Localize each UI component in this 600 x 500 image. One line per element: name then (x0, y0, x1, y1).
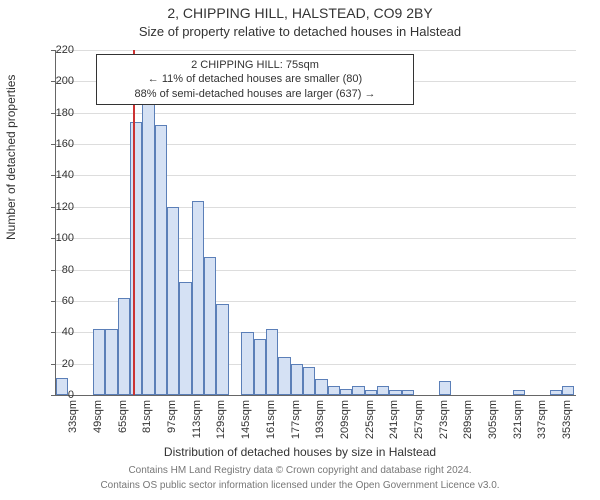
y-tick-label: 140 (44, 169, 74, 181)
annotation-line-2: ← 11% of detached houses are smaller (80… (105, 72, 405, 86)
y-tick-label: 180 (44, 107, 74, 119)
histogram-bar (204, 257, 216, 395)
histogram-bar (402, 390, 414, 395)
x-tick-label: 193sqm (314, 400, 326, 448)
histogram-bar (328, 386, 340, 395)
histogram-bar (266, 329, 278, 395)
histogram-bar (216, 304, 228, 395)
histogram-bar (155, 125, 167, 395)
x-tick-label: 337sqm (536, 400, 548, 448)
histogram-bar (192, 201, 204, 395)
x-tick-label: 289sqm (462, 400, 474, 448)
chart-title: 2, CHIPPING HILL, HALSTEAD, CO9 2BY (0, 5, 600, 21)
histogram-bar (254, 339, 266, 395)
annotation-box: 2 CHIPPING HILL: 75sqm ← 11% of detached… (96, 54, 414, 105)
histogram-bar (179, 282, 191, 395)
histogram-bar (562, 386, 574, 395)
footer-copyright-2: Contains OS public sector information li… (0, 480, 600, 491)
histogram-bar (340, 389, 352, 395)
x-tick-label: 145sqm (240, 400, 252, 448)
chart-subtitle: Size of property relative to detached ho… (0, 24, 600, 39)
histogram-bar (303, 367, 315, 395)
y-tick-label: 200 (44, 75, 74, 87)
y-axis-label: Number of detached properties (4, 75, 18, 240)
x-tick-label: 257sqm (413, 400, 425, 448)
y-tick-label: 60 (44, 295, 74, 307)
histogram-bar (389, 390, 401, 395)
histogram-bar (315, 379, 327, 395)
plot-area: 2 CHIPPING HILL: 75sqm ← 11% of detached… (55, 50, 576, 396)
histogram-bar (241, 332, 253, 395)
y-tick-label: 220 (44, 44, 74, 56)
histogram-bar (550, 390, 562, 395)
x-tick-label: 97sqm (166, 400, 178, 448)
histogram-bar (365, 390, 377, 395)
x-tick-label: 161sqm (265, 400, 277, 448)
y-tick-label: 100 (44, 232, 74, 244)
x-tick-label: 225sqm (364, 400, 376, 448)
x-tick-label: 129sqm (215, 400, 227, 448)
y-tick-label: 20 (44, 358, 74, 370)
x-tick-label: 33sqm (67, 400, 79, 448)
histogram-bar (278, 357, 290, 395)
annotation-line-3: 88% of semi-detached houses are larger (… (105, 87, 405, 101)
footer-copyright-1: Contains HM Land Registry data © Crown c… (0, 465, 600, 476)
y-tick-label: 120 (44, 201, 74, 213)
y-tick-label: 160 (44, 138, 74, 150)
histogram-bar (352, 386, 364, 395)
histogram-bar (291, 364, 303, 395)
histogram-bar (167, 207, 179, 395)
histogram-bar (118, 298, 130, 395)
x-tick-label: 113sqm (191, 400, 203, 448)
histogram-bar (105, 329, 117, 395)
histogram-bar (513, 390, 525, 395)
x-tick-label: 305sqm (487, 400, 499, 448)
x-tick-label: 65sqm (117, 400, 129, 448)
histogram-bar (439, 381, 451, 395)
y-tick-label: 40 (44, 326, 74, 338)
x-tick-label: 241sqm (388, 400, 400, 448)
x-tick-label: 177sqm (290, 400, 302, 448)
histogram-bar (130, 122, 142, 395)
x-tick-label: 49sqm (92, 400, 104, 448)
x-tick-label: 321sqm (512, 400, 524, 448)
x-tick-label: 209sqm (339, 400, 351, 448)
x-tick-label: 273sqm (438, 400, 450, 448)
y-tick-label: 80 (44, 264, 74, 276)
annotation-line-1: 2 CHIPPING HILL: 75sqm (105, 58, 405, 72)
histogram-bar (377, 386, 389, 395)
chart-container: 2, CHIPPING HILL, HALSTEAD, CO9 2BY Size… (0, 0, 600, 500)
histogram-bar (93, 329, 105, 395)
x-tick-label: 353sqm (561, 400, 573, 448)
histogram-bar (142, 88, 154, 395)
x-tick-label: 81sqm (141, 400, 153, 448)
